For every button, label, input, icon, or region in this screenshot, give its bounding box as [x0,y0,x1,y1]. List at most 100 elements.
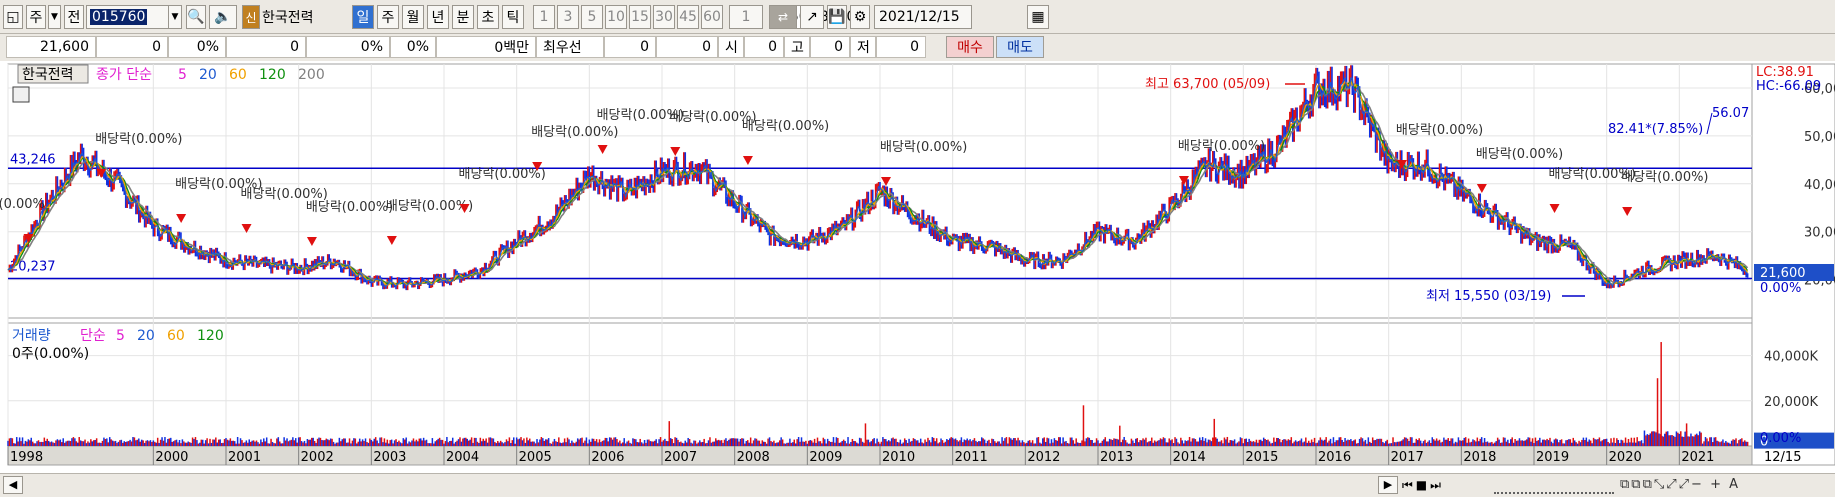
legend-ma-120: 120 [259,67,286,83]
period-2[interactable]: 월 [402,5,424,29]
x-tick-label: 2001 [228,450,261,465]
search-icon[interactable]: 🔍 [186,5,206,29]
stock-code-value: 015760 [90,9,148,25]
change: 0 [96,36,168,58]
dividend-marker [23,234,34,243]
scroll-left-icon[interactable]: ◀ [3,476,23,494]
calendar-icon[interactable]: ▦ [1027,5,1049,29]
dividend-marker [1396,160,1407,169]
stock-code-input[interactable]: 015760 [86,5,182,29]
x-tick-label: 2007 [664,450,697,465]
interval-30[interactable]: 30 [653,5,675,29]
refresh-icon[interactable]: ⇄ [769,5,797,29]
period-0[interactable]: 일 [352,5,374,29]
x-tick-label: 2015 [1245,450,1278,465]
window-icon[interactable]: ◱ [3,5,23,29]
high-label: 고 [784,36,810,58]
type-select[interactable]: 전 [64,5,84,29]
current-price-badge [1754,263,1834,281]
quote-bar: 21,600 0 0% 0 0% 0% 0백만 최우선 0 0 시 0 고 0 … [0,34,1835,61]
date-input[interactable]: 2021/12/15 [874,5,972,29]
volume-tick-label: 40,000K [1764,350,1818,365]
x-tick-label: 2020 [1609,450,1642,465]
stock-chart: 60,00050,00040,00030,00020,0001998200020… [0,61,1835,473]
dividend-marker [1476,184,1487,193]
buy-button[interactable]: 매수 [946,36,994,58]
grid-toggle-icon [12,86,30,103]
dividend-label: 배당락(0.00%) [1396,123,1483,138]
interval-10[interactable]: 10 [605,5,627,29]
volume-tick-label: 20,000K [1764,395,1818,410]
x-tick-label: 2019 [1536,450,1569,465]
ma60-line [7,79,1749,286]
period-3[interactable]: 년 [427,5,449,29]
x-tick-label: 2010 [882,450,915,465]
new-badge: 신 [242,5,260,29]
price-tick-label: 50,000 [1804,130,1835,145]
ratio-pct: 0% [390,36,436,58]
market-select[interactable]: 주 [26,5,46,29]
x-end-label: 12/15 [1764,450,1801,465]
x-tick-label: 2004 [446,450,479,465]
current-price-label: 21,600 [1760,266,1806,281]
volume-ma-60: 60 [167,328,185,344]
period-5[interactable]: 초 [477,5,499,29]
stock-name-box [17,64,89,84]
save-icon[interactable]: 💾 [827,5,847,29]
dividend-label: 배당락(0.00%) [669,110,756,125]
ratio-value: 56.07 [1712,106,1749,121]
horizontal-scrollbar[interactable]: ◀ ▶ ⏮■⏭ ⧉⧉⧉⤡⤢⤢− + A [0,473,1835,497]
interval-60[interactable]: 60 [701,5,723,29]
volume-note: 0주(0.00%) [12,346,89,362]
interval-5[interactable]: 5 [581,5,603,29]
period-1[interactable]: 주 [377,5,399,29]
sell-button[interactable]: 매도 [996,36,1044,58]
y-pct-label: 0.00% [1760,281,1801,296]
x-tick-label: 1998 [10,450,43,465]
dividend-label: 배당락(0.00%) [1549,167,1636,182]
pref-2: 0 [656,36,718,58]
dividend-label: 배당락(0.00%) [531,125,618,140]
playback-icon[interactable]: ⏮■⏭ [1402,478,1444,492]
x-tick-label: 2021 [1681,450,1714,465]
legend-name: 한국전력 [22,67,74,83]
period-6[interactable]: 틱 [502,5,524,29]
scroll-right-icon[interactable]: ▶ [1378,476,1398,494]
rescale-icon[interactable]: ↗ [800,5,824,29]
period-4[interactable]: 분 [452,5,474,29]
interval-3[interactable]: 3 [557,5,579,29]
code-dropdown-icon[interactable]: ▼ [168,5,182,29]
dividend-marker [597,145,608,154]
market-dropdown-icon[interactable]: ▼ [48,5,61,29]
support-label: 20,237 [10,260,56,275]
resistance-label: 43,246 [10,152,56,167]
volume-pct: 0% [306,36,390,58]
x-tick-label: 2016 [1318,450,1351,465]
speaker-icon[interactable]: 🔈 [209,5,237,29]
volume-ma-label: 단순 [80,328,106,344]
legend-ma-label: 종가 단순 [96,67,152,83]
dividend-label: 배당락(0.00%) [1178,139,1265,154]
interval-1[interactable]: 1 [533,5,555,29]
low-label: 저 [850,36,876,58]
change-pct: 0% [168,36,226,58]
legend-ma-200: 200 [298,67,325,83]
interval-45[interactable]: 45 [677,5,699,29]
pref-label: 최우선 [536,36,604,58]
stock-name: 한국전력 [262,10,314,26]
ratio-line [1706,112,1713,135]
n-select[interactable]: 1 [729,5,763,29]
zoom-slider[interactable] [1494,476,1614,494]
open-label: 시 [718,36,744,58]
interval-15[interactable]: 15 [629,5,651,29]
gear-icon[interactable]: ⚙ [850,5,870,29]
dividend-label: 배당락(0.00%) [175,177,262,192]
x-tick-label: 2000 [155,450,188,465]
volume-ma-120: 120 [197,328,224,344]
zoom-tools-icon[interactable]: ⧉⧉⧉⤡⤢⤢− + A [1620,477,1740,492]
dividend-marker [532,162,543,171]
pref-1: 0 [604,36,656,58]
ma20-line [7,74,1748,288]
x-tick-label: 2002 [301,450,334,465]
volume-current-badge [1754,432,1834,449]
